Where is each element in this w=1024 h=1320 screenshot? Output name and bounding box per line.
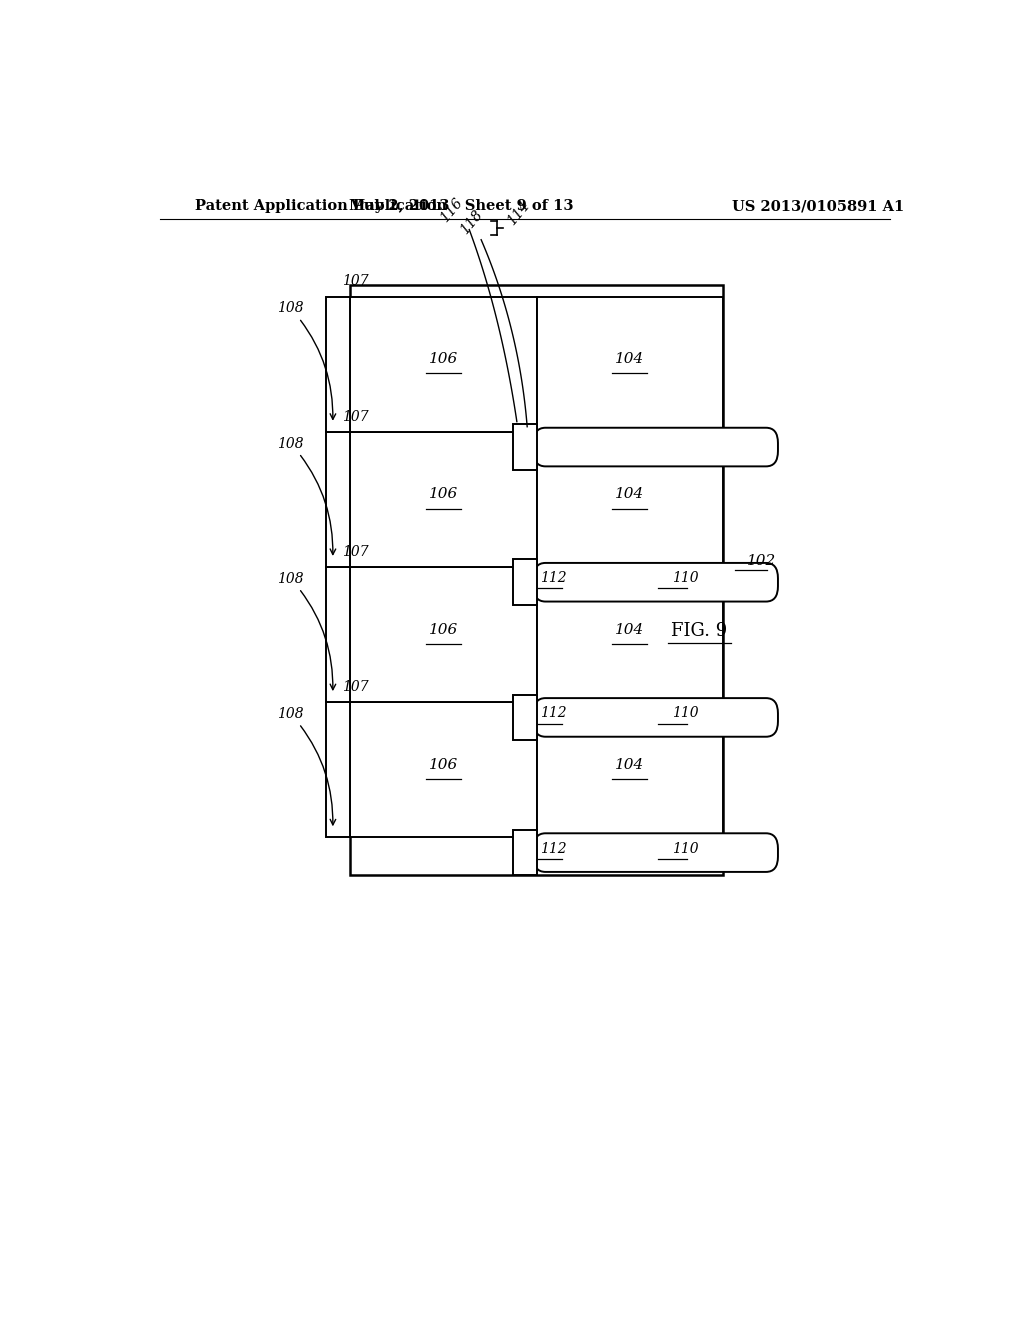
Bar <box>350 285 723 875</box>
Text: 112: 112 <box>540 572 566 585</box>
Bar <box>537 568 723 702</box>
Text: May 2, 2013   Sheet 9 of 13: May 2, 2013 Sheet 9 of 13 <box>349 199 573 213</box>
Text: 107: 107 <box>342 545 369 558</box>
Text: 116: 116 <box>437 195 465 224</box>
Text: 110: 110 <box>672 842 698 855</box>
Text: 108: 108 <box>278 708 336 825</box>
Text: 118: 118 <box>458 207 485 236</box>
Text: Patent Application Publication: Patent Application Publication <box>196 199 447 213</box>
FancyBboxPatch shape <box>534 698 778 737</box>
Text: 102: 102 <box>748 554 776 568</box>
Text: 114: 114 <box>505 198 532 227</box>
Text: 104: 104 <box>615 352 644 366</box>
Text: 107: 107 <box>342 680 369 694</box>
Text: 108: 108 <box>278 572 336 690</box>
FancyBboxPatch shape <box>534 562 778 602</box>
Bar <box>537 702 723 837</box>
Bar <box>513 424 537 470</box>
Bar <box>537 297 723 432</box>
Bar <box>350 702 537 837</box>
Text: 112: 112 <box>540 842 566 855</box>
Text: 107: 107 <box>342 409 369 424</box>
Text: US 2013/0105891 A1: US 2013/0105891 A1 <box>732 199 904 213</box>
Bar <box>513 694 537 741</box>
Text: 106: 106 <box>429 758 458 772</box>
Bar <box>537 432 723 568</box>
Text: FIG. 9: FIG. 9 <box>672 622 727 640</box>
Bar <box>327 702 350 837</box>
Text: 110: 110 <box>672 706 698 721</box>
Bar <box>327 568 350 702</box>
Text: 107: 107 <box>342 275 369 289</box>
Bar <box>350 432 537 568</box>
Text: 110: 110 <box>672 572 698 585</box>
Text: 106: 106 <box>429 623 458 636</box>
FancyBboxPatch shape <box>534 428 778 466</box>
Bar <box>350 568 537 702</box>
Text: 106: 106 <box>429 487 458 502</box>
FancyBboxPatch shape <box>534 833 778 873</box>
Bar <box>327 432 350 568</box>
Text: 108: 108 <box>278 301 336 420</box>
Bar <box>327 297 350 432</box>
Bar <box>513 830 537 875</box>
Bar <box>350 297 537 432</box>
Bar <box>513 560 537 605</box>
Text: 106: 106 <box>429 352 458 366</box>
Text: 104: 104 <box>615 623 644 636</box>
Text: 112: 112 <box>540 706 566 721</box>
Text: 104: 104 <box>615 487 644 502</box>
Text: 104: 104 <box>615 758 644 772</box>
Text: 108: 108 <box>278 437 336 554</box>
